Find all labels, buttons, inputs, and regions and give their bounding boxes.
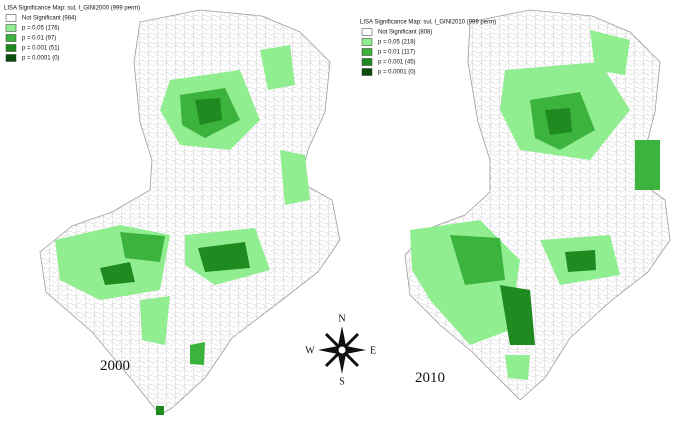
map-2010 bbox=[404, 9, 671, 401]
legend-label: p = 0.05 (176) bbox=[22, 26, 60, 32]
legend-swatch bbox=[5, 34, 17, 42]
compass-label: N bbox=[338, 313, 345, 324]
legend-swatch bbox=[5, 14, 17, 22]
legend-swatch bbox=[361, 48, 373, 56]
legend-label: p = 0.001 (51) bbox=[22, 46, 60, 52]
legend-label: p = 0.05 (218) bbox=[378, 40, 416, 46]
legend-label: p = 0.0001 (0) bbox=[22, 56, 60, 62]
legend-label: p = 0.0001 (0) bbox=[378, 70, 416, 76]
legend-label: p = 0.01 (117) bbox=[378, 50, 415, 56]
legend-swatch bbox=[361, 38, 373, 46]
legend-swatch bbox=[361, 28, 373, 36]
compass-label: S bbox=[339, 376, 345, 387]
legend-title: LISA Significance Map: sul, I_GINI2010 (… bbox=[360, 20, 496, 26]
legend-label: Not Significant (808) bbox=[378, 30, 432, 36]
year-label: 2000 bbox=[100, 358, 130, 374]
map-2000 bbox=[39, 9, 341, 416]
year-label: 2010 bbox=[415, 370, 445, 386]
compass-label: E bbox=[370, 345, 376, 356]
legend: LISA Significance Map: sul, I_GINI2010 (… bbox=[360, 20, 496, 76]
compass: N S E W bbox=[305, 313, 376, 387]
compass-label: W bbox=[305, 345, 315, 356]
legend-label: p = 0.001 (45) bbox=[378, 60, 416, 66]
legend-label: Not Significant (984) bbox=[22, 16, 76, 22]
legend-swatch bbox=[5, 24, 17, 32]
legend-swatch bbox=[361, 68, 373, 76]
legend-label: p = 0.01 (97) bbox=[22, 36, 56, 42]
legend-swatch bbox=[361, 58, 373, 66]
legend: LISA Significance Map: sul, I_GINI2000 (… bbox=[4, 6, 140, 62]
legend-title: LISA Significance Map: sul, I_GINI2000 (… bbox=[4, 6, 140, 12]
legend-swatch bbox=[5, 54, 17, 62]
legend-swatch bbox=[5, 44, 17, 52]
